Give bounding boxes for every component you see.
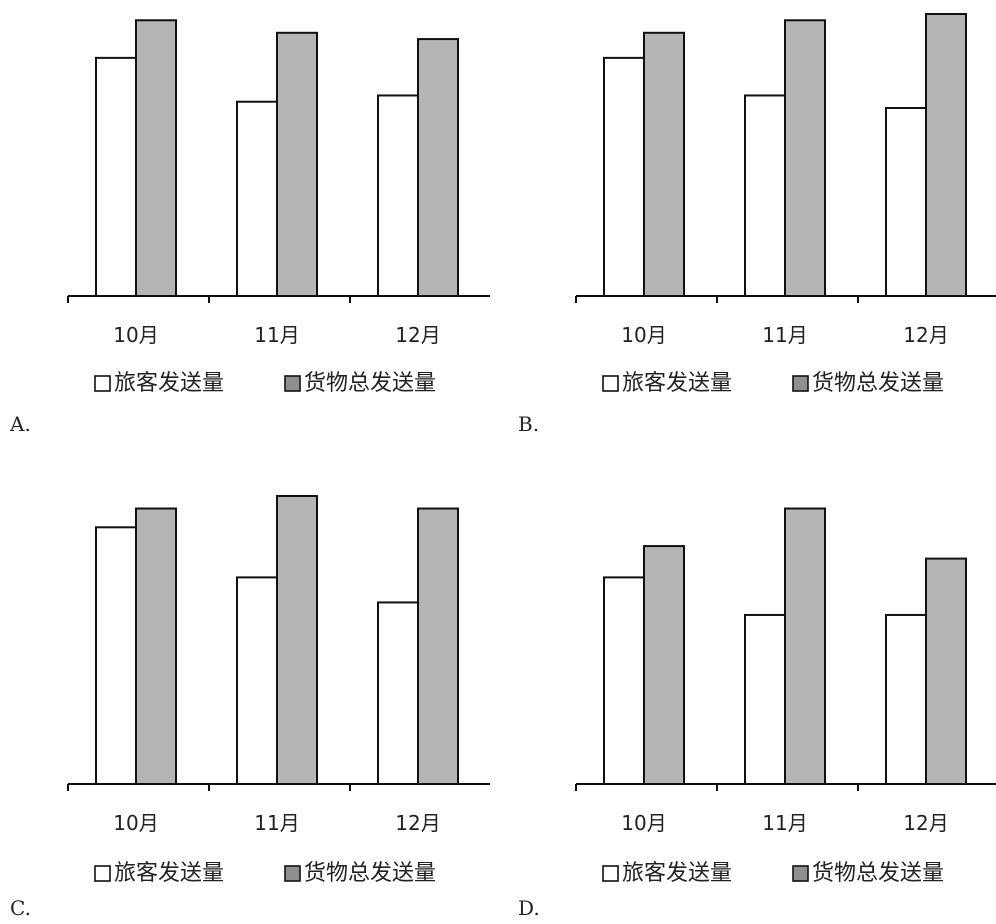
legend-label-freight: 货物总发送量 — [304, 861, 436, 886]
x-tick-label-1: 10月 — [113, 323, 158, 347]
bar-freight-3 — [925, 13, 967, 297]
bar-freight-1 — [135, 507, 177, 785]
panel-label: B. — [518, 412, 539, 436]
bar-passenger-2 — [744, 94, 786, 298]
legend-swatch-freight — [284, 375, 301, 392]
panel-label: D. — [518, 896, 540, 920]
panel-label: C. — [10, 896, 31, 920]
bar-passenger-3 — [377, 94, 419, 298]
x-tick-label-2: 11月 — [762, 811, 807, 835]
x-tick-label-3: 12月 — [903, 811, 948, 835]
legend-swatch-freight — [792, 375, 809, 392]
bar-passenger-2 — [236, 576, 278, 785]
panel-label: A. — [9, 412, 31, 436]
bar-freight-1 — [135, 19, 177, 298]
legend-label-passenger: 旅客发送量 — [622, 861, 732, 886]
legend-swatch-freight — [284, 865, 301, 882]
x-tick-label-1: 10月 — [621, 323, 666, 347]
bar-freight-1 — [643, 545, 685, 786]
x-tick-label-2: 11月 — [254, 323, 299, 347]
bar-freight-2 — [276, 495, 318, 785]
legend-swatch-passenger — [94, 375, 111, 392]
bar-passenger-3 — [885, 107, 927, 297]
legend-swatch-passenger — [602, 375, 619, 392]
bar-passenger-1 — [603, 576, 645, 785]
legend-swatch-passenger — [602, 865, 619, 882]
legend-label-freight: 货物总发送量 — [304, 371, 436, 396]
legend: 旅客发送量 货物总发送量 — [94, 371, 436, 396]
legend-label-passenger: 旅客发送量 — [114, 861, 224, 886]
bar-freight-3 — [417, 38, 459, 297]
bar-passenger-2 — [236, 100, 278, 297]
legend-label-passenger: 旅客发送量 — [114, 371, 224, 396]
bar-passenger-3 — [885, 613, 927, 786]
legend: 旅客发送量 货物总发送量 — [602, 861, 944, 886]
bar-freight-1 — [643, 31, 685, 298]
bar-freight-2 — [784, 19, 826, 298]
bar-freight-2 — [784, 507, 826, 785]
bar-passenger-1 — [95, 526, 137, 785]
x-tick-label-3: 12月 — [395, 323, 440, 347]
legend-label-freight: 货物总发送量 — [812, 371, 944, 396]
x-tick-label-2: 11月 — [254, 811, 299, 835]
x-tick-label-1: 10月 — [621, 811, 666, 835]
legend: 旅客发送量 货物总发送量 — [94, 861, 436, 886]
bar-passenger-1 — [95, 56, 137, 297]
legend-swatch-freight — [792, 865, 809, 882]
x-tick-label-1: 10月 — [113, 811, 158, 835]
bar-freight-2 — [276, 31, 318, 298]
legend-swatch-passenger — [94, 865, 111, 882]
bar-freight-3 — [925, 557, 967, 786]
x-tick-label-3: 12月 — [395, 811, 440, 835]
legend: 旅客发送量 货物总发送量 — [602, 371, 944, 396]
bar-passenger-3 — [377, 601, 419, 785]
bar-passenger-2 — [744, 613, 786, 786]
x-tick-label-3: 12月 — [903, 323, 948, 347]
legend-label-freight: 货物总发送量 — [812, 861, 944, 886]
x-tick-label-2: 11月 — [762, 323, 807, 347]
legend-label-passenger: 旅客发送量 — [622, 371, 732, 396]
bar-passenger-1 — [603, 56, 645, 297]
bar-freight-3 — [417, 507, 459, 785]
